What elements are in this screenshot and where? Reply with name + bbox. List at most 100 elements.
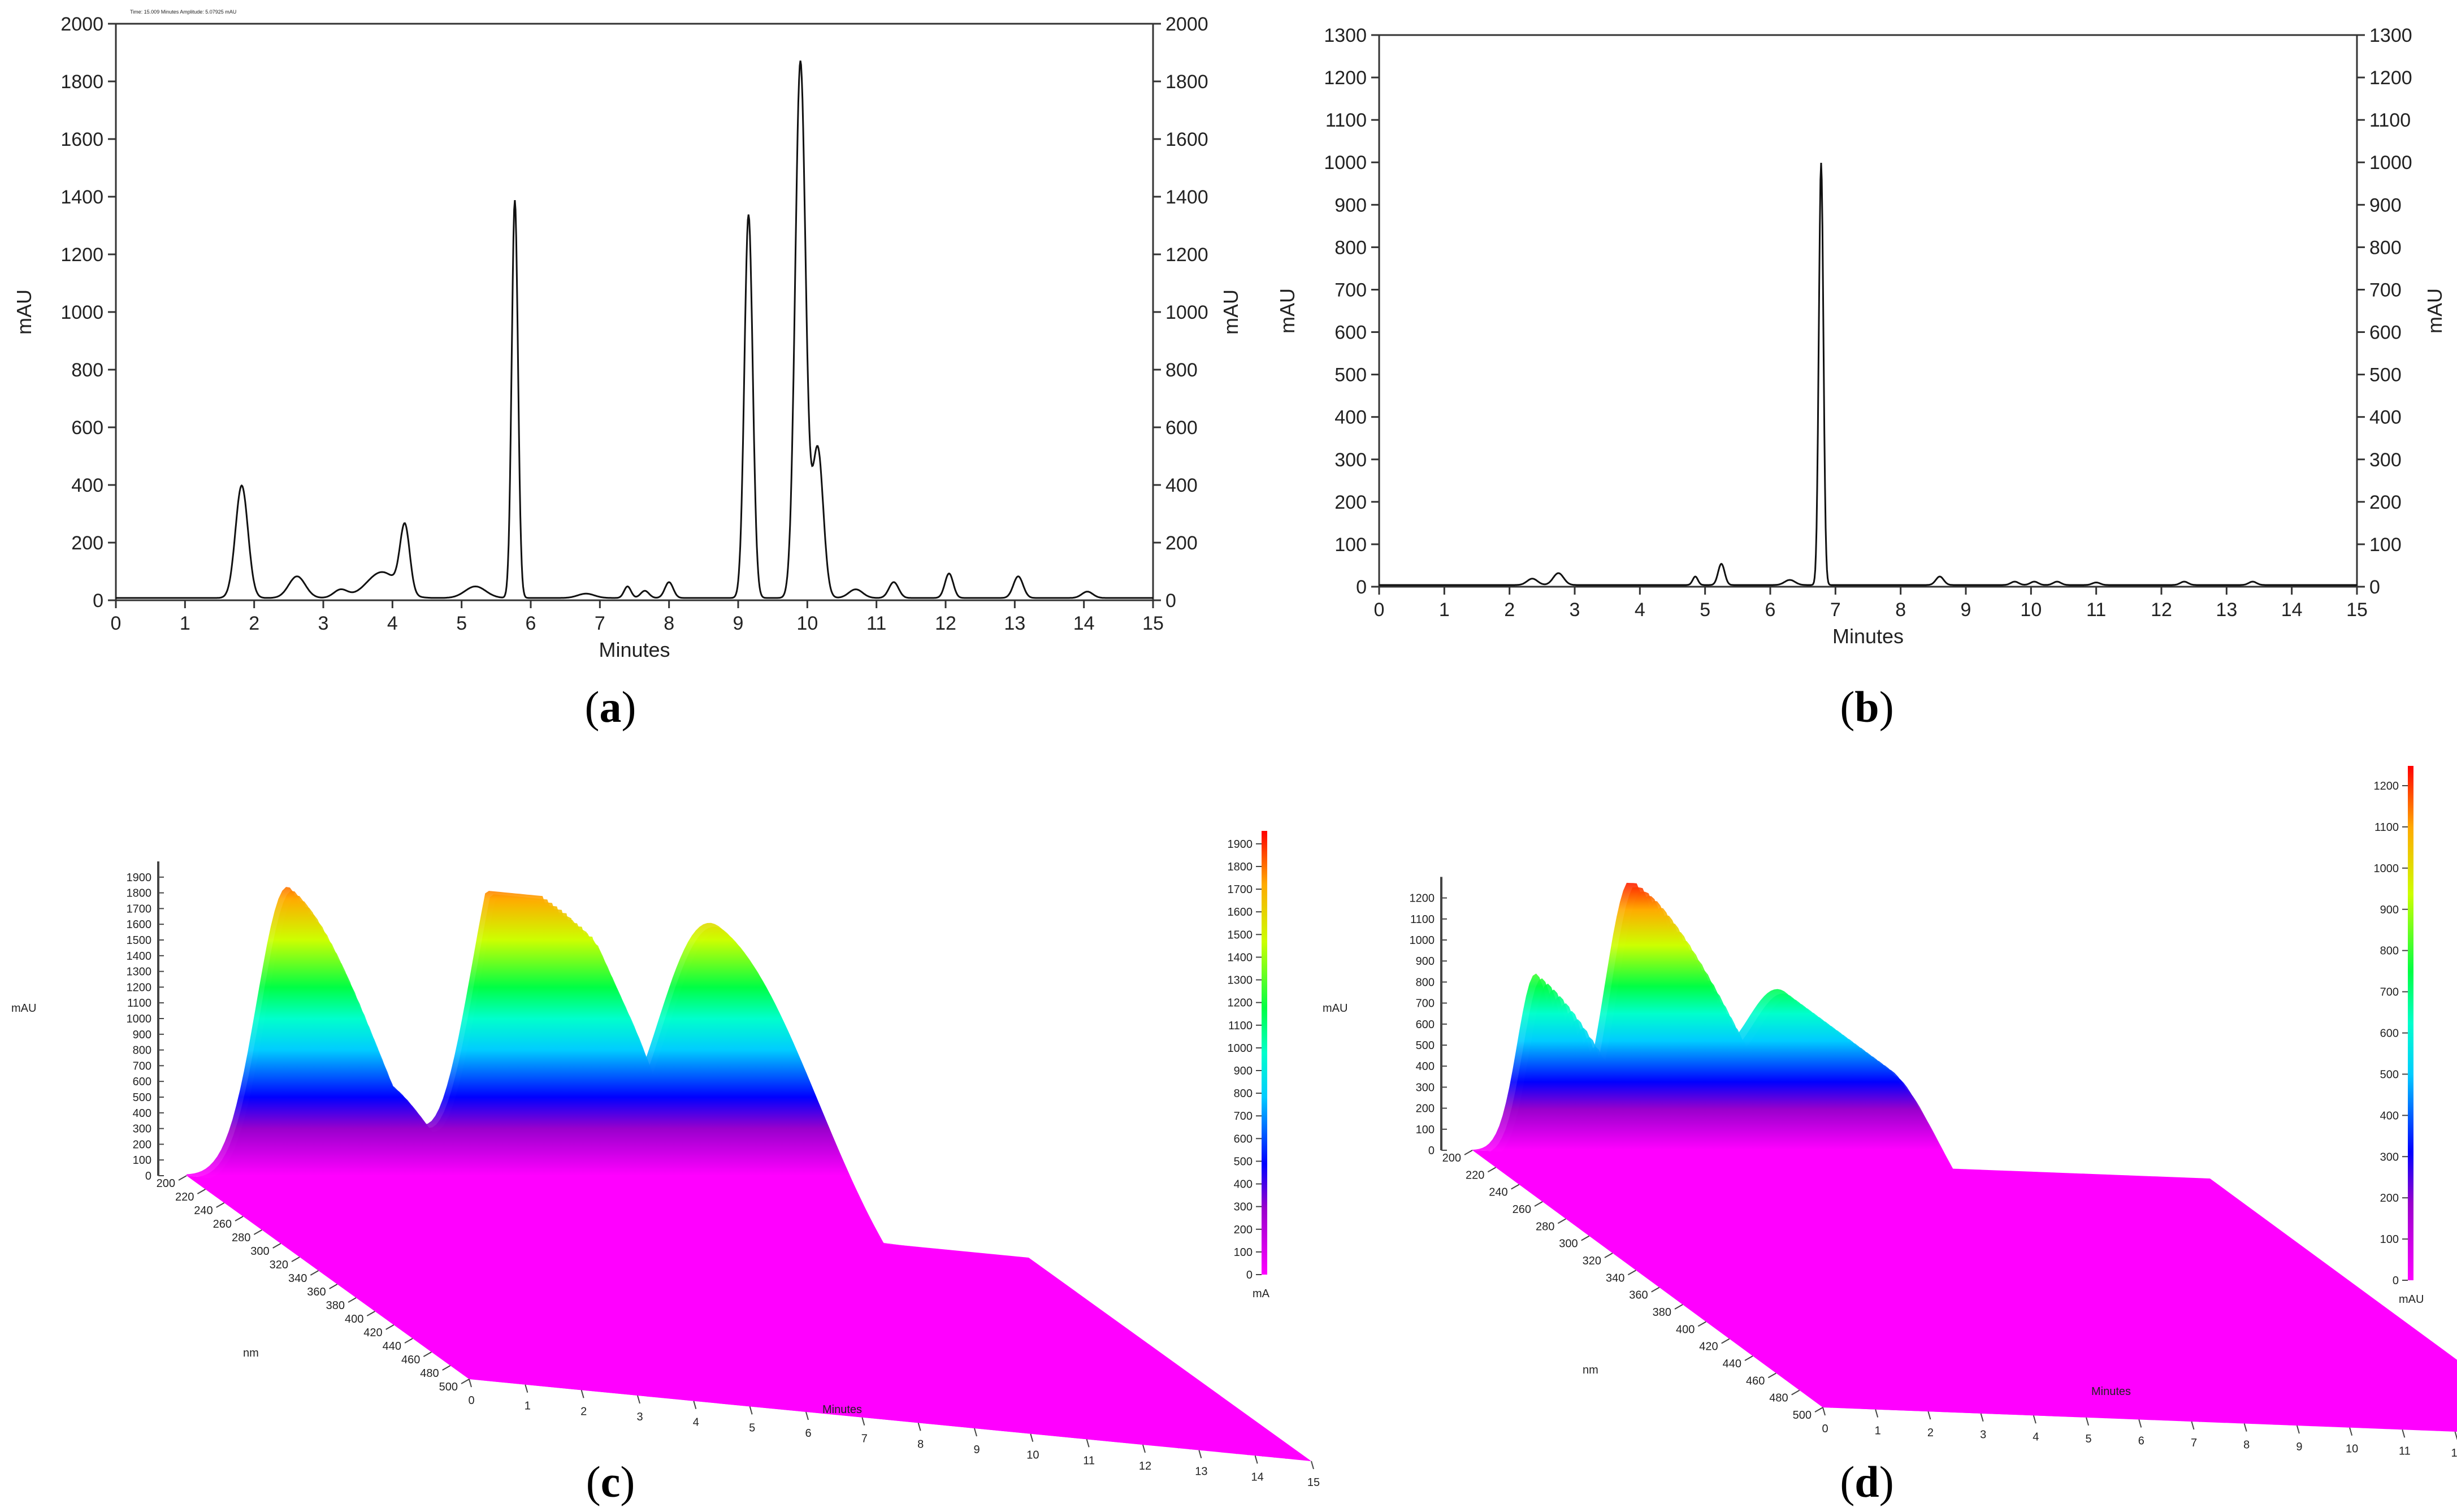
minutes-tick	[2138, 1419, 2142, 1428]
x-tick-label: 7	[1830, 599, 1841, 621]
nm-tick	[216, 1202, 225, 1208]
nm-tick-label: 480	[420, 1367, 439, 1380]
minutes-tick-label: 12	[1139, 1460, 1151, 1472]
y-tick-label-left: 200	[1334, 492, 1367, 513]
minutes-tick-label: 10	[1026, 1449, 1039, 1462]
y-tick-label-right: 800	[2369, 237, 2402, 258]
y-tick-label-right: 700	[2369, 279, 2402, 301]
minutes-tick-label: 5	[749, 1422, 755, 1434]
y-tick-label-right: 600	[1165, 417, 1198, 439]
y-tick-label-left: 1300	[1324, 25, 1367, 46]
y-axis-label-left: mAU	[1276, 288, 1299, 333]
nm-tick	[272, 1243, 281, 1249]
nm-tick	[197, 1189, 206, 1194]
nm-tick	[1487, 1167, 1496, 1173]
x-tick-label: 13	[2216, 599, 2237, 621]
surface-slice	[464, 1375, 1307, 1458]
colorbar-tick-label: 1400	[1228, 951, 1253, 964]
chromatogram-trace	[1379, 162, 2357, 586]
minutes-tick-label: 7	[861, 1433, 868, 1445]
y-tick-label-right: 400	[1165, 475, 1198, 496]
x-tick-label: 12	[2151, 599, 2172, 621]
minutes-tick	[637, 1395, 640, 1404]
y-tick-label-left: 1100	[1325, 110, 1367, 131]
x-tick-label: 3	[318, 613, 329, 634]
nm-tick	[235, 1216, 244, 1221]
nm-tick	[366, 1311, 375, 1316]
z-tick-label: 700	[1416, 998, 1435, 1010]
nm-tick-label: 360	[1629, 1289, 1648, 1302]
colorbar-tick-label: 1300	[1228, 974, 1253, 987]
minutes-tick	[2296, 1425, 2300, 1434]
nm-tick-label: 460	[401, 1354, 420, 1366]
minutes-tick-label: 7	[2191, 1437, 2197, 1449]
colorbar-tick-label: 300	[2380, 1151, 2399, 1163]
colorbar-tick-label: 800	[2380, 945, 2399, 958]
minutes-tick	[1875, 1409, 1879, 1418]
y-tick-label-left: 600	[1334, 322, 1367, 344]
nm-tick-label: 500	[1793, 1409, 1812, 1422]
y-tick-label-right: 1200	[2369, 67, 2412, 89]
caption-a: (a)	[585, 682, 636, 731]
nm-tick-label: 300	[1559, 1238, 1578, 1250]
nm-tick-label: 480	[1769, 1392, 1788, 1405]
minutes-tick-label: 2	[1927, 1427, 1934, 1439]
surface-slice	[450, 1365, 1293, 1448]
y-tick-label-right: 1200	[1165, 244, 1208, 266]
z-tick-label: 800	[1416, 976, 1435, 989]
surface-slice	[383, 1294, 1225, 1400]
nm-tick	[1744, 1355, 1753, 1361]
y-tick-label-left: 1000	[60, 302, 103, 323]
minutes-tick-label: 8	[917, 1438, 924, 1450]
y-tick-label-left: 800	[1334, 237, 1367, 258]
z-tick-label: 1100	[127, 997, 151, 1010]
colorbar-unit: mAU	[2399, 1293, 2424, 1306]
minutes-tick-label: 12	[2451, 1447, 2457, 1459]
x-tick-label: 2	[1504, 599, 1515, 621]
nm-tick	[291, 1257, 300, 1262]
colorbar-tick-label: 200	[2380, 1192, 2399, 1205]
minutes-tick	[974, 1428, 977, 1437]
z-tick-label: 800	[133, 1045, 151, 1057]
y-tick-label-right: 0	[2369, 577, 2380, 598]
y-tick-label-right: 1400	[1165, 187, 1208, 208]
nm-tick-label: 380	[326, 1299, 345, 1312]
minutes-tick	[1030, 1433, 1034, 1442]
colorbar-tick-label: 400	[1234, 1179, 1253, 1191]
x-tick-label: 13	[1004, 613, 1025, 634]
nm-tick	[178, 1175, 187, 1181]
x-tick-label: 1	[1439, 599, 1450, 621]
colorbar	[2408, 766, 2413, 1280]
colorbar-tick-label: 200	[1234, 1224, 1253, 1236]
nm-tick-label: 400	[1676, 1323, 1695, 1336]
minutes-tick-label: 1	[525, 1400, 531, 1413]
surface-slice	[359, 1255, 1202, 1382]
colorbar-tick-label: 1900	[1228, 838, 1253, 851]
colorbar-tick-label: 500	[1234, 1155, 1253, 1168]
colorbar-tick-label: 400	[2380, 1110, 2399, 1122]
colorbar-tick-label: 1000	[2374, 863, 2399, 875]
nm-tick	[253, 1229, 262, 1235]
surface-slice	[406, 1325, 1249, 1416]
z-tick-label: 700	[133, 1060, 151, 1072]
minutes-tick-label: 9	[2296, 1441, 2302, 1453]
y-tick-label-left: 1800	[60, 71, 103, 93]
surface-slice	[369, 1272, 1211, 1389]
z-tick-label: 200	[1416, 1103, 1435, 1115]
nm-tick	[1767, 1372, 1776, 1379]
x-tick-label: 8	[1895, 599, 1906, 621]
nm-tick	[461, 1379, 470, 1384]
nm-tick	[442, 1365, 451, 1371]
chromatogram-trace	[116, 60, 1153, 599]
nm-axis-label: nm	[1583, 1364, 1598, 1376]
x-tick-label: 0	[111, 613, 122, 634]
minutes-tick	[580, 1390, 584, 1398]
y-tick-label-right: 1600	[1165, 129, 1208, 150]
x-tick-label: 5	[1700, 599, 1710, 621]
surface-slice	[363, 1264, 1206, 1385]
y-tick-label-left: 1000	[1324, 152, 1367, 174]
caption-c: (c)	[586, 1457, 635, 1506]
colorbar-tick-label: 1200	[1228, 997, 1253, 1010]
z-tick-label: 1300	[127, 966, 152, 978]
